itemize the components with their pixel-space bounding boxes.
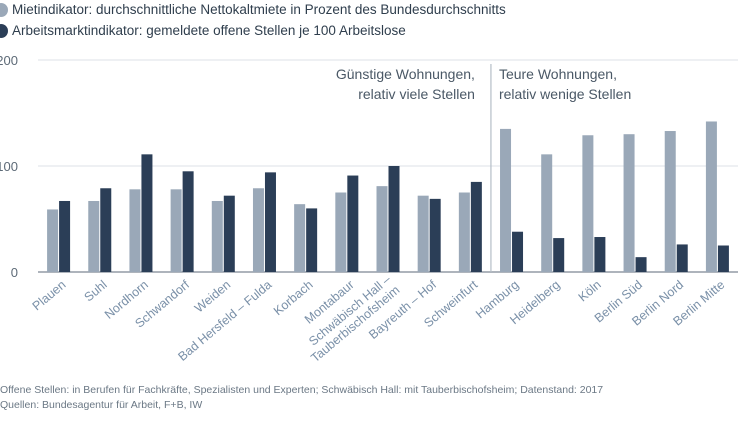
gridlines: 0 100 200 xyxy=(0,53,738,280)
x-tick-label: Köln xyxy=(576,278,604,305)
bar-arbeitsmarkt-13 xyxy=(594,237,606,272)
bar-arbeitsmarkt-5 xyxy=(264,172,276,272)
bar-mietindikator-7 xyxy=(335,192,347,272)
bar-mietindikator-8 xyxy=(376,186,388,272)
bar-arbeitsmarkt-10 xyxy=(470,181,482,272)
bar-mietindikator-12 xyxy=(541,154,553,272)
bar-arbeitsmarkt-16 xyxy=(717,245,729,272)
bar-mietindikator-9 xyxy=(417,195,429,272)
bar-arbeitsmarkt-1 xyxy=(100,188,112,272)
bar-arbeitsmarkt-9 xyxy=(429,198,441,272)
bar-mietindikator-15 xyxy=(664,131,676,272)
annotation-left-line-2: relativ viele Stellen xyxy=(358,86,475,102)
bar-mietindikator-13 xyxy=(582,135,594,272)
source-note: Quellen: Bundesagentur für Arbeit, F+B, … xyxy=(0,399,203,411)
bar-mietindikator-3 xyxy=(170,189,182,272)
bar-arbeitsmarkt-3 xyxy=(182,171,194,272)
bar-arbeitsmarkt-15 xyxy=(676,244,688,272)
bars xyxy=(47,121,729,272)
bar-mietindikator-11 xyxy=(500,128,512,272)
bar-arbeitsmarkt-8 xyxy=(388,166,400,272)
bar-mietindikator-1 xyxy=(88,200,100,272)
bar-arbeitsmarkt-2 xyxy=(141,154,153,272)
bar-mietindikator-14 xyxy=(623,134,635,272)
y-tick-label: 0 xyxy=(11,265,18,280)
x-tick-label: Suhl xyxy=(82,278,110,305)
bar-arbeitsmarkt-4 xyxy=(223,195,235,272)
x-tick-label: Plauen xyxy=(30,278,69,314)
annotation-right-line-1: Teure Wohnungen, xyxy=(499,66,617,82)
bar-arbeitsmarkt-7 xyxy=(347,175,359,272)
bar-mietindikator-2 xyxy=(129,189,141,272)
bar-arbeitsmarkt-12 xyxy=(553,238,565,272)
y-tick-label: 100 xyxy=(0,159,18,174)
legend-swatch-mietindikator xyxy=(0,3,8,17)
bar-mietindikator-4 xyxy=(211,200,223,272)
annotation-right-line-2: relativ wenige Stellen xyxy=(499,86,631,102)
bar-arbeitsmarkt-0 xyxy=(59,200,71,272)
bar-mietindikator-0 xyxy=(47,209,59,272)
footnote: Offene Stellen: in Berufen für Fachkräft… xyxy=(0,384,604,396)
bar-arbeitsmarkt-11 xyxy=(512,231,524,272)
bar-arbeitsmarkt-14 xyxy=(635,257,647,272)
y-tick-label: 200 xyxy=(0,53,18,68)
bar-mietindikator-16 xyxy=(705,121,717,272)
legend-label-arbeitsmarktindikator: Arbeitsmarktindikator: gemeldete offene … xyxy=(12,23,406,38)
bar-mietindikator-6 xyxy=(294,204,306,272)
bar-mietindikator-10 xyxy=(458,192,470,272)
bar-mietindikator-5 xyxy=(252,188,264,272)
legend-swatch-arbeitsmarktindikator xyxy=(0,24,8,38)
legend-label-mietindikator: Mietindikator: durchschnittliche Nettoka… xyxy=(12,2,506,17)
annotation-left-line-1: Günstige Wohnungen, xyxy=(336,66,475,82)
bar-arbeitsmarkt-6 xyxy=(306,208,318,272)
